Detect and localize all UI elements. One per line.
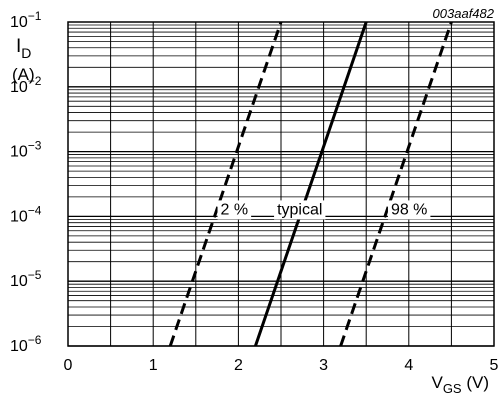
x-tick-label: 4 [404, 357, 413, 374]
x-tick-label: 2 [234, 357, 243, 374]
y-tick-label: 10−5 [10, 268, 42, 290]
series-label-bg [217, 200, 252, 220]
x-tick-label: 5 [490, 357, 499, 374]
x-tick-label: 0 [64, 357, 73, 374]
y-axis-unit: (A) [12, 65, 35, 84]
series-label-bg [274, 200, 326, 220]
y-axis-label: ID [16, 36, 31, 61]
x-tick-label: 3 [319, 357, 328, 374]
y-tick-label: 10−3 [10, 139, 42, 161]
series-line-1 [168, 21, 283, 347]
y-tick-label: 10−6 [10, 333, 42, 355]
label-layer: 0 1 2 3 4 5 10−1 10−2 10−3 10−4 10−5 10−6 2 % typical… [10, 9, 499, 374]
figure-code: 003aaf482 [433, 6, 495, 21]
y-tick-label: 10−2 [10, 74, 42, 96]
series-label-3: 98 % [391, 201, 427, 218]
series-layer [168, 21, 453, 347]
y-tick-label: 10−4 [10, 203, 42, 225]
grid [67, 22, 495, 347]
series-label-2: typical [277, 201, 322, 218]
series-line-3 [339, 21, 453, 347]
series-label-bg [387, 200, 431, 220]
x-axis-label: VGS (V) [431, 373, 489, 396]
x-tick-label: 1 [149, 357, 158, 374]
y-tick-label: 10−1 [10, 9, 42, 31]
series-line-2 [254, 21, 368, 347]
series-label-1: 2 % [221, 201, 249, 218]
